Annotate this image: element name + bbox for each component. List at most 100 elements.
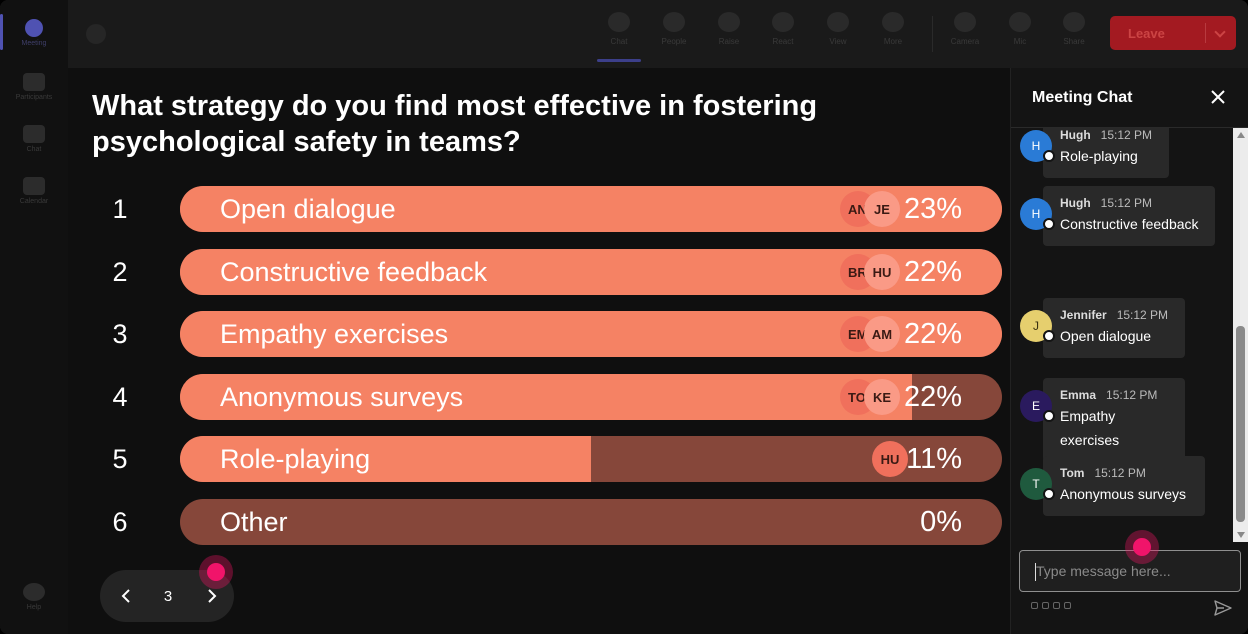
rail-item-calendar[interactable]: Calendar [4,166,64,216]
view-icon [827,12,849,32]
gif-icon[interactable] [1064,602,1071,609]
voter-avatar: AM [864,316,900,352]
message-bubble: Hugh 15:12 PM Constructive feedback [1043,186,1215,246]
chat-message-input[interactable] [1036,563,1226,579]
message-text: Open dialogue [1060,328,1152,344]
toolbar-label: Mic [1013,37,1027,46]
option-result-bar: Anonymous surveys TO KE 22% [180,374,1002,420]
option-number: 2 [112,256,128,287]
leave-label: Leave [1128,25,1165,41]
option-label: Role-playing [220,443,371,474]
chat-input-box[interactable] [1019,550,1241,592]
option-number: 6 [112,506,128,537]
poll-option-row: 4 Anonymous surveys TO KE 22% [92,373,1002,421]
toolbar-label: View [829,37,847,46]
message-meta: Jennifer 15:12 PM [1060,308,1169,322]
voter-avatar: HU [872,441,908,477]
option-result-bar: Open dialogue AN JE 23% [180,186,1002,232]
rail-item-label: Participants [15,94,53,101]
chevron-right-icon[interactable] [201,586,221,606]
poll-option-row: 5 Role-playing HU 11% [92,435,1002,483]
message-time: 15:12 PM [1100,128,1153,142]
people-icon [23,73,45,91]
option-label: Anonymous surveys [220,381,464,412]
message-bubble: Jennifer 15:12 PM Open dialogue [1043,298,1185,358]
sender-name: Hugh [1060,196,1091,210]
leave-divider [1205,23,1206,43]
toolbar-react-button[interactable]: React [761,12,805,58]
rail-item-label: Chat [26,146,42,153]
option-result-fill [180,374,912,420]
toolbar-raise-button[interactable]: Raise [707,12,751,58]
option-percent: 22% [903,380,962,413]
send-icon[interactable] [1213,598,1233,618]
toolbar-label: React [772,37,794,46]
poll-option-row: 2 Constructive feedback BR HU 22% [92,248,1002,296]
presence-status-icon [1043,488,1055,500]
rail-item-participants[interactable]: Participants [4,62,64,112]
rail-item-help[interactable]: Help [4,572,64,622]
toolbar-label: More [883,37,903,46]
mic-icon [1009,12,1031,32]
chat-icon [23,125,45,143]
message-time: 15:12 PM [1116,308,1169,322]
format-icon[interactable] [1031,602,1038,609]
scroll-up-icon[interactable] [1237,132,1245,138]
message-text: Empathy exercises [1060,408,1120,448]
chat-panel: Meeting Chat Hugh 15:12 PM Role-playing H Hu… [1010,68,1248,634]
option-percent: 23% [903,192,962,225]
toolbar-view-button[interactable]: View [816,12,860,58]
emoji-icon[interactable] [1053,602,1060,609]
chat-scrollbar[interactable] [1233,128,1248,542]
option-result-fill [180,436,591,482]
toolbar-people-button[interactable]: People [652,12,696,58]
message-time: 15:12 PM [1100,196,1153,210]
toolbar-label: Raise [718,37,740,46]
left-rail: Meeting Participants Chat Calendar Help [0,0,68,634]
sender-name: Hugh [1060,128,1091,142]
sender-name: Jennifer [1060,308,1107,322]
scroll-down-icon[interactable] [1237,532,1245,538]
rail-item-chat[interactable]: Chat [4,114,64,164]
message-meta: Emma 15:12 PM [1060,388,1169,402]
toolbar-label: Camera [950,37,980,46]
message-time: 15:12 PM [1094,466,1146,480]
option-label: Open dialogue [220,193,396,224]
message-meta: Hugh 15:12 PM [1060,128,1153,142]
toolbar-mic-button[interactable]: Mic [998,12,1042,58]
toolbar-share-button[interactable]: Share [1052,12,1096,58]
option-percent: 0% [920,505,962,538]
attach-icon[interactable] [1042,602,1049,609]
close-icon[interactable] [1209,88,1227,106]
scroll-thumb[interactable] [1236,326,1245,522]
shield-icon[interactable] [86,24,106,44]
toolbar-camera-button[interactable]: Camera [943,12,987,58]
chevron-down-icon[interactable] [1214,26,1226,38]
option-result-bar: Constructive feedback BR HU 22% [180,249,1002,295]
page-number: 3 [163,587,173,605]
chat-messages[interactable]: Hugh 15:12 PM Role-playing H Hugh 15:12 PM Con… [1011,128,1233,542]
people-icon [663,12,685,32]
option-number: 1 [112,193,128,224]
option-percent: 11% [906,442,962,475]
voter-avatar: HU [864,254,900,290]
leave-button[interactable]: Leave [1110,16,1236,50]
option-percent: 22% [903,317,962,350]
toolbar-label: People [661,37,687,46]
voter-avatar: JE [864,191,900,227]
message-text: Anonymous surveys [1060,486,1187,502]
sender-name: Tom [1060,466,1085,480]
toolbar-more-button[interactable]: More [871,12,915,58]
toolbar-chat-button[interactable]: Chat [597,12,641,62]
presence-status-icon [1043,410,1055,422]
rail-item-meeting[interactable]: Meeting [0,8,64,58]
sender-name: Emma [1060,388,1097,402]
help-icon [23,583,45,601]
message-bubble: Tom 15:12 PM Anonymous surveys [1043,456,1205,516]
chevron-left-icon[interactable] [117,586,137,606]
toolbar-divider [932,16,933,52]
message-text: Role-playing [1060,148,1138,164]
option-result-bar: Other 0% [180,499,1002,545]
raise-hand-icon [718,12,740,32]
